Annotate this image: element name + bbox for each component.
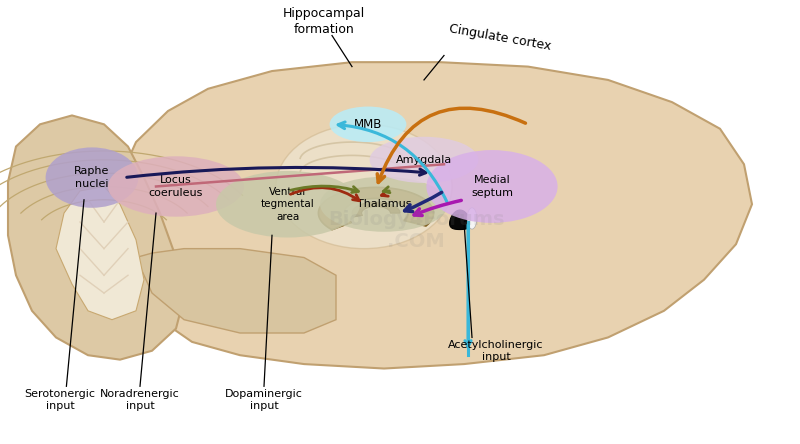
Text: Biology4Forums
.COM: Biology4Forums .COM [328, 210, 504, 251]
Ellipse shape [320, 177, 448, 232]
Text: Ventral
tegmental
area: Ventral tegmental area [261, 187, 315, 222]
Text: Raphe
nuclei: Raphe nuclei [74, 166, 110, 189]
Ellipse shape [370, 137, 478, 183]
Polygon shape [450, 210, 470, 230]
Text: Dopaminergic
input: Dopaminergic input [225, 388, 303, 411]
Text: Medial
septum: Medial septum [471, 175, 513, 198]
Ellipse shape [276, 124, 452, 249]
Text: Cingulate cortex: Cingulate cortex [448, 22, 552, 53]
Ellipse shape [108, 156, 244, 217]
Text: Serotonergic
input: Serotonergic input [25, 388, 95, 411]
Text: Locus
coeruleus: Locus coeruleus [149, 175, 203, 198]
Polygon shape [318, 187, 434, 230]
Text: Noradrenergic
input: Noradrenergic input [100, 388, 180, 411]
Text: Acetylcholinergic
input: Acetylcholinergic input [448, 340, 544, 362]
Ellipse shape [216, 171, 360, 238]
Text: Hippocampal
formation: Hippocampal formation [283, 7, 365, 36]
Polygon shape [120, 62, 752, 369]
Text: MMB: MMB [354, 118, 382, 131]
Polygon shape [352, 202, 400, 217]
Text: Thalamus: Thalamus [357, 199, 411, 209]
Text: Amygdala: Amygdala [396, 155, 452, 165]
Ellipse shape [426, 150, 558, 223]
Ellipse shape [467, 208, 477, 229]
Polygon shape [56, 186, 144, 320]
Ellipse shape [46, 147, 138, 208]
Ellipse shape [330, 107, 406, 142]
Polygon shape [136, 249, 336, 333]
Polygon shape [8, 115, 184, 360]
